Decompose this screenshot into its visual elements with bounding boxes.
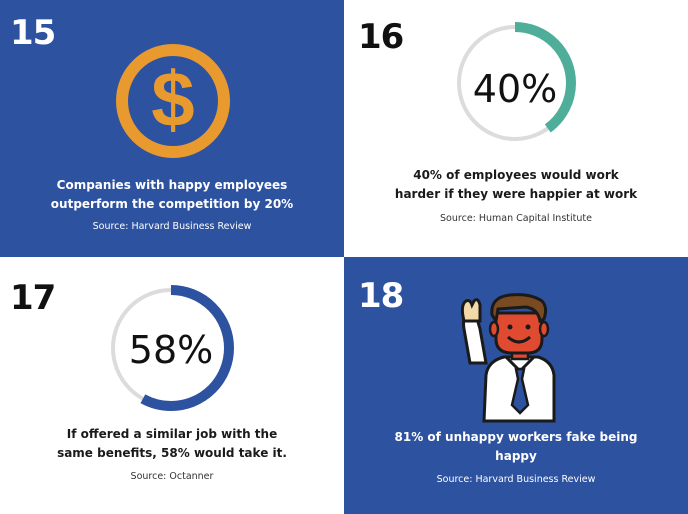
waving-businessman-icon: [460, 293, 556, 423]
stat-tile-15: 15 $ Companies with happy employees outp…: [0, 0, 344, 257]
stat-number: 17: [10, 278, 56, 318]
stat-number: 15: [10, 13, 56, 53]
caption-line: 40% of employees would work: [413, 168, 619, 182]
stat-number: 18: [358, 276, 404, 316]
stat-tile-16: 16 40% 40% of employees would work harde…: [344, 0, 688, 257]
stat-tile-18: 18 81% of unhappy workers fake being hap…: [344, 257, 688, 514]
caption-line: harder if they were happier at work: [394, 187, 638, 201]
caption-line: same benefits, 58% would take it.: [57, 446, 287, 460]
progress-arc: [454, 22, 576, 144]
stat-caption: If offered a similar job with the same b…: [0, 425, 344, 463]
stat-source: Source: Human Capital Institute: [440, 213, 592, 224]
percent-label: 40%: [472, 67, 558, 111]
caption-line: If offered a similar job with the: [66, 427, 278, 441]
dollar-coin-icon: $: [116, 44, 230, 158]
stat-tile-17: 17 58% If offered a similar job with the…: [0, 257, 344, 514]
caption-line: happy: [495, 449, 537, 463]
stat-source: Source: Harvard Business Review: [436, 474, 596, 485]
progress-ring-40: [454, 22, 576, 144]
stat-number: 16: [358, 17, 404, 57]
stat-source: Source: Harvard Business Review: [92, 221, 252, 232]
stat-source: Source: Octanner: [130, 471, 214, 482]
progress-arc: [108, 285, 234, 411]
caption-line: outperform the competition by 20%: [50, 197, 294, 211]
stat-caption: Companies with happy employees outperfor…: [0, 176, 344, 214]
svg-text:$: $: [151, 55, 194, 143]
caption-line: 81% of unhappy workers fake being: [394, 430, 638, 444]
stat-caption: 81% of unhappy workers fake being happy: [344, 428, 688, 466]
caption-line: Companies with happy employees: [56, 178, 288, 192]
progress-ring-58: [108, 285, 234, 411]
percent-label: 58%: [128, 328, 214, 372]
stat-caption: 40% of employees would work harder if th…: [344, 166, 688, 204]
